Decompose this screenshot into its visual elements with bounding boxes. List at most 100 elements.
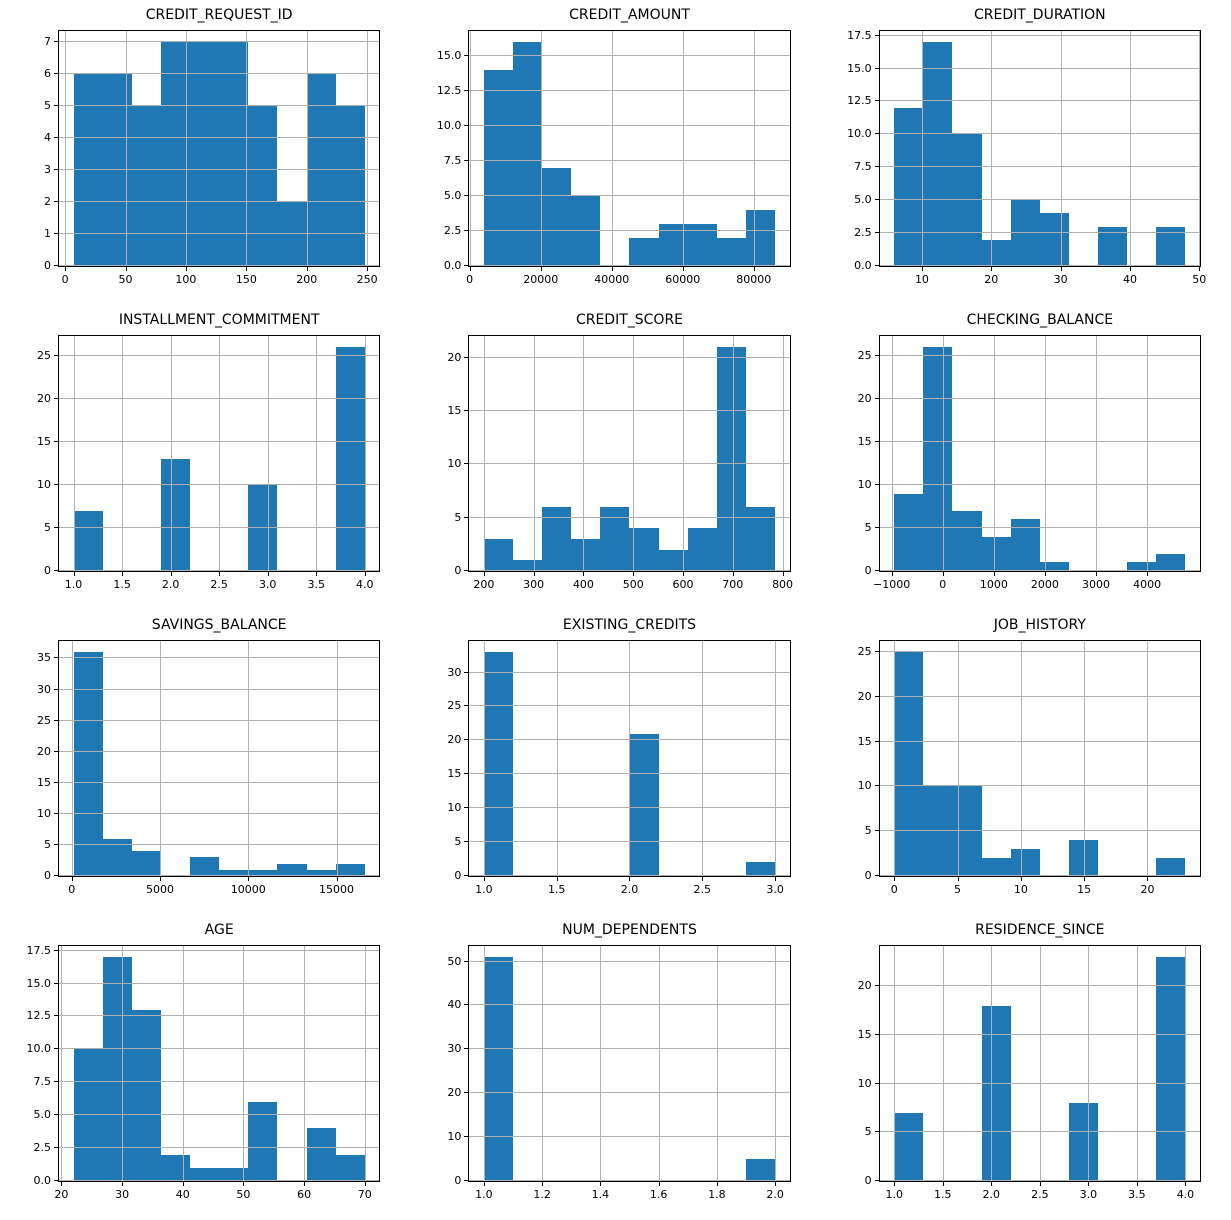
gridline-vertical [1147, 336, 1149, 571]
x-tick-mark [583, 572, 585, 576]
subplot-existing_credits: EXISTING_CREDITS 1.0 1.5 2.0 2.5 3.0 0 5 10 15 20 2… [410, 610, 820, 915]
histogram-bar [219, 1167, 249, 1181]
y-tick-label: 10.0 [436, 119, 462, 133]
x-tick-label: 1.0 [64, 578, 83, 591]
x-tick-label: 80000 [736, 273, 772, 286]
x-tick-label: 3.5 [1128, 1188, 1146, 1201]
histogram-bar [745, 862, 776, 876]
y-tick-mark [464, 1136, 469, 1138]
gridline-horizontal [879, 67, 1200, 69]
x-tick-label: 700 [722, 578, 744, 591]
histogram-bar [745, 1159, 776, 1181]
histogram-bar [248, 106, 278, 266]
y-tick-mark [54, 233, 58, 235]
y-tick-label: 15.0 [847, 61, 872, 75]
gridline-horizontal [469, 807, 790, 809]
histogram-bar [160, 1154, 191, 1181]
y-tick-label: 0.0 [443, 259, 462, 272]
x-tick-label: 1.2 [533, 1188, 551, 1201]
y-tick-label: 15 [447, 404, 462, 418]
gridline-horizontal [59, 843, 380, 845]
y-tick-label: 0 [864, 1174, 872, 1187]
y-tick-mark [54, 982, 58, 984]
histogram-bar [687, 224, 717, 266]
y-tick-label: 5 [864, 1125, 872, 1139]
subplot-title: CREDIT_DURATION [973, 7, 1106, 23]
gridline-vertical [611, 31, 613, 266]
x-tick-mark [1060, 267, 1062, 271]
histogram-bar [1156, 553, 1186, 571]
x-tick-mark [483, 877, 485, 881]
histogram-bar [542, 168, 572, 266]
y-tick-label: 5.0 [854, 193, 872, 207]
x-tick-label: 50 [118, 273, 133, 286]
gridline-horizontal [59, 265, 380, 266]
y-tick-label: 5.0 [443, 189, 462, 203]
y-tick-label: 30 [447, 665, 462, 679]
gridline-vertical [243, 946, 245, 1181]
y-tick-label: 15 [857, 434, 872, 448]
histogram-bar [629, 528, 659, 571]
y-tick-label: 0 [864, 564, 872, 577]
subplot-checking_balance: CHECKING_BALANCE −1000 0 1000 2000 3000 4000 0 5… [821, 305, 1231, 610]
y-tick-label: 10 [857, 1076, 872, 1090]
subplot-title: SAVINGS_BALANCE [151, 617, 287, 633]
y-tick-label: 5 [44, 520, 51, 534]
x-tick-mark [1147, 572, 1149, 576]
histogram-bar [160, 459, 191, 571]
gridline-horizontal [879, 232, 1200, 234]
y-tick-mark [464, 1092, 469, 1094]
subplot-title: NUM_DEPENDENTS [562, 922, 697, 938]
y-tick-mark [54, 397, 58, 399]
plot-area: 0 20000 40000 60000 80000 0.0 2.5 5.0 7.5 10.0 12.… [437, 30, 791, 286]
x-tick-mark [483, 1182, 485, 1186]
y-tick-label: 25 [857, 348, 872, 362]
x-tick-mark [122, 1182, 124, 1186]
gridline-vertical [182, 946, 184, 1181]
histogram-bar [483, 652, 513, 876]
gridline-horizontal [879, 199, 1200, 201]
histogram-bar [923, 347, 953, 571]
histogram-bar [131, 1009, 161, 1181]
y-tick-mark [464, 1004, 469, 1006]
x-tick-label: 200 [473, 578, 495, 591]
histogram-bar [483, 539, 513, 571]
histogram-bar [716, 347, 746, 571]
x-tick-mark [364, 572, 366, 576]
gridline-horizontal [59, 526, 380, 528]
y-tick-label: 10.0 [847, 127, 872, 141]
y-tick-label: 0 [454, 869, 462, 882]
y-tick-mark [874, 397, 879, 399]
y-tick-label: 7 [44, 35, 51, 49]
gridline-vertical [682, 31, 684, 266]
y-tick-mark [874, 570, 879, 571]
y-tick-mark [54, 1015, 58, 1017]
x-tick-label: 2.0 [161, 578, 180, 591]
histogram-bar [542, 507, 572, 571]
y-tick-mark [464, 410, 469, 412]
subplot-credit_amount: CREDIT_AMOUNT 0 20000 40000 60000 80000 0.0 2.5… [410, 0, 820, 305]
x-tick-mark [942, 1182, 944, 1186]
x-tick-label: 50 [1192, 273, 1207, 286]
y-tick-mark [464, 265, 469, 266]
gridline-horizontal [59, 73, 380, 75]
y-tick-mark [54, 483, 58, 485]
plot-area: 1.0 1.5 2.0 2.5 3.0 3.5 4.0 0 5 10 15 20 25 [37, 335, 381, 591]
y-tick-label: 25 [447, 699, 462, 713]
y-tick-mark [464, 875, 469, 876]
x-tick-mark [1136, 1182, 1138, 1186]
gridline-vertical [894, 641, 896, 876]
histogram-bar [571, 539, 601, 571]
gridline-horizontal [59, 875, 380, 876]
gridline-horizontal [879, 1180, 1200, 1181]
gridline-horizontal [469, 356, 790, 358]
plot-area: 1.0 1.2 1.4 1.6 1.8 2.0 0 10 20 30 40 50 [447, 945, 791, 1201]
gridline-horizontal [879, 875, 1200, 876]
y-tick-mark [464, 1180, 469, 1181]
gridline-vertical [891, 336, 893, 571]
x-tick-label: 800 [772, 578, 794, 591]
x-tick-label: 40 [175, 1188, 190, 1201]
x-tick-label: 60 [297, 1188, 312, 1201]
